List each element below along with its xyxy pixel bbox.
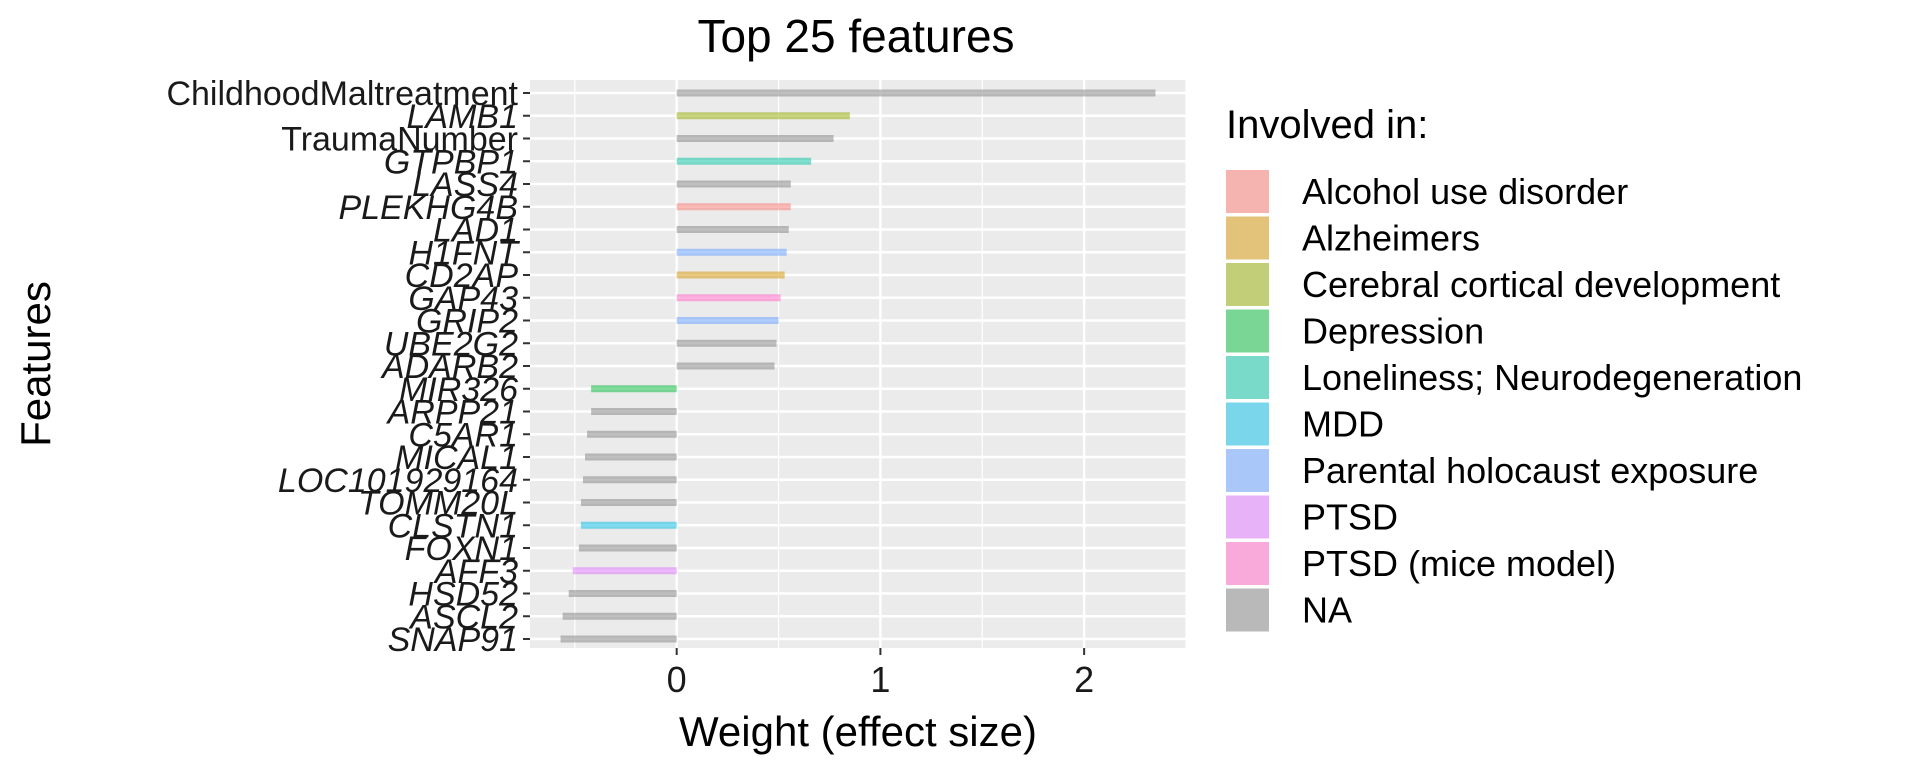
legend-label: MDD xyxy=(1302,404,1384,445)
y-tick-label: TraumaNumber xyxy=(281,121,518,159)
bar-aff3 xyxy=(572,567,677,575)
x-axis-title: Weight (effect size) xyxy=(679,708,1037,755)
y-tick-label: SNAP91 xyxy=(388,621,518,659)
bar-lass4 xyxy=(676,180,791,188)
y-tick-label: C5AR1 xyxy=(408,416,518,454)
y-tick-label: H1FNT xyxy=(408,234,520,272)
bar-cd2ap xyxy=(676,271,785,279)
bar-childhoodmaltreatment xyxy=(676,89,1156,97)
y-tick-label: GTPBP1 xyxy=(384,143,518,181)
legend: Involved in: Alcohol use disorder Alzheim… xyxy=(1226,103,1802,632)
y-tick-label: PLEKHG4B xyxy=(338,189,518,227)
legend-swatch xyxy=(1226,263,1269,306)
y-tick-label: GAP43 xyxy=(408,280,518,318)
legend-swatch xyxy=(1226,309,1269,353)
legend-title: Involved in: xyxy=(1226,103,1428,147)
bar-clstn1 xyxy=(580,521,677,529)
y-tick-label: LASS4 xyxy=(412,166,518,204)
x-tick-label: 1 xyxy=(870,659,890,700)
y-tick-label: MIR326 xyxy=(399,371,518,409)
y-axis-title: Features xyxy=(12,281,59,447)
legend-swatch xyxy=(1226,402,1269,446)
y-tick-label: UBE2G2 xyxy=(384,325,518,363)
legend-swatch xyxy=(1226,495,1269,539)
y-tick-label: LAD1 xyxy=(433,212,518,250)
y-tick-label: AFF3 xyxy=(433,553,518,591)
y-tick-label: FOXN1 xyxy=(405,530,518,568)
legend-label: Alcohol use disorder xyxy=(1302,171,1628,212)
bar-hsd52 xyxy=(568,590,677,597)
bars xyxy=(560,89,1156,643)
legend-items: Alcohol use disorder Alzheimers Cerebral c… xyxy=(1226,170,1802,632)
bar-mir326 xyxy=(591,385,677,393)
bar-foxn1 xyxy=(578,544,677,552)
y-tick-label: ADARB2 xyxy=(380,348,518,386)
bar-ube2g2 xyxy=(676,339,777,347)
bar-ascl2 xyxy=(562,612,677,620)
bar-gtpbp1 xyxy=(676,157,812,165)
y-tick-label: HSD52 xyxy=(408,576,518,614)
bar-loc101929164 xyxy=(582,476,677,484)
bar-gap43 xyxy=(676,294,781,302)
legend-label: Alzheimers xyxy=(1302,218,1480,259)
legend-label: Parental holocaust exposure xyxy=(1302,450,1758,491)
plot-panel xyxy=(530,80,1186,648)
x-tick-label: 0 xyxy=(667,659,687,700)
chart-title: Top 25 features xyxy=(697,10,1014,62)
legend-swatch xyxy=(1226,170,1269,213)
bar-c5ar1 xyxy=(587,430,677,438)
y-tick-label: ASCL2 xyxy=(408,598,518,636)
legend-swatch xyxy=(1226,449,1269,492)
y-tick-label: LOC101929164 xyxy=(278,462,518,500)
gridlines xyxy=(530,80,1187,648)
bar-snap91 xyxy=(560,635,677,643)
legend-label: NA xyxy=(1302,590,1352,631)
y-tick-label: ChildhoodMaltreatment xyxy=(166,75,518,113)
bar-tomm20l xyxy=(580,499,677,506)
bar-grip2 xyxy=(676,317,779,324)
legend-label: PTSD xyxy=(1302,497,1398,538)
y-tick-label: MICAL1 xyxy=(395,439,518,477)
bar-lamb1 xyxy=(676,112,850,120)
y-tick-label: GRIP2 xyxy=(416,303,518,341)
bar-h1fnt xyxy=(676,248,787,256)
x-tick-label: 2 xyxy=(1074,659,1094,700)
y-tick-labels: ChildhoodMaltreatmentLAMB1TraumaNumberGT… xyxy=(166,75,530,659)
bar-mical1 xyxy=(585,453,677,461)
x-tick-labels: 0 1 2 xyxy=(667,648,1094,700)
bar-traumanumber xyxy=(676,135,834,142)
bar-adarb2 xyxy=(676,362,775,370)
y-tick-label: ARPP21 xyxy=(386,394,518,432)
y-tick-label: LAMB1 xyxy=(407,98,519,136)
legend-swatch xyxy=(1226,542,1269,585)
legend-label: Cerebral cortical development xyxy=(1302,264,1780,305)
bar-lad1 xyxy=(676,226,789,233)
legend-label: Loneliness; Neurodegeneration xyxy=(1302,357,1802,398)
legend-swatch xyxy=(1226,216,1269,260)
legend-label: PTSD (mice model) xyxy=(1302,543,1616,584)
bar-plekhg4b xyxy=(676,203,791,211)
y-tick-label: CLSTN1 xyxy=(388,507,518,545)
legend-swatch xyxy=(1226,356,1269,399)
y-tick-label: TOMM20L xyxy=(358,485,518,523)
y-tick-label: CD2AP xyxy=(405,257,519,295)
legend-swatch xyxy=(1226,588,1269,632)
legend-label: Depression xyxy=(1302,311,1484,352)
bar-arpp21 xyxy=(591,408,677,415)
